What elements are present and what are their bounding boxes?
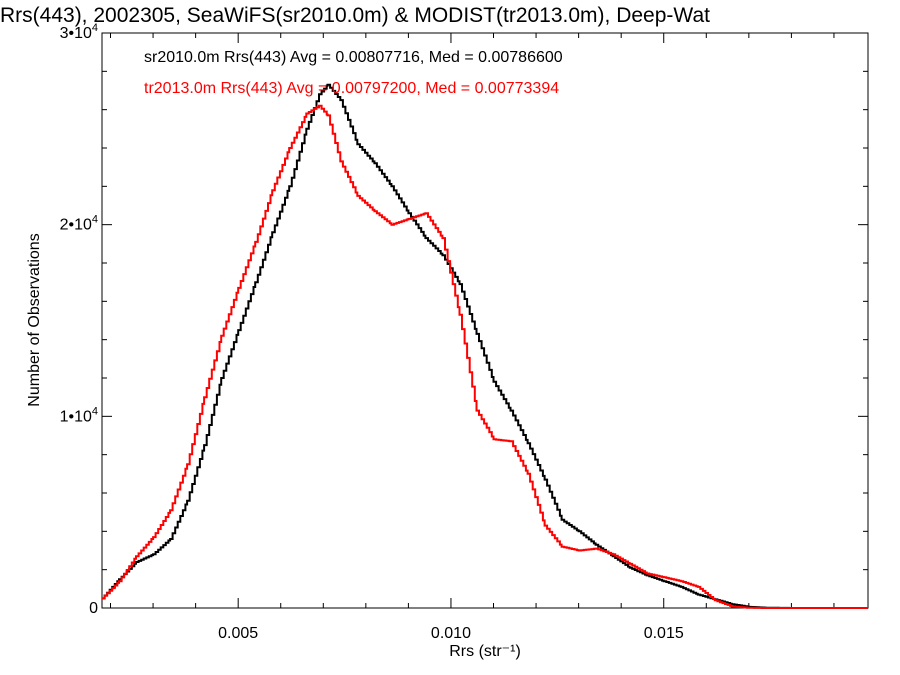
annotation-series-1: sr2010.0m Rrs(443) Avg = 0.00807716, Med… (144, 49, 563, 66)
series-line-tr2013.0m (102, 104, 868, 609)
plot-border (101, 32, 869, 609)
x-tick-label: 0.010 (431, 625, 471, 642)
y-tick-label: 0 (89, 600, 98, 617)
series-line-sr2010.0m (102, 83, 868, 609)
chart-title: Rrs(443), 2002305, SeaWiFS(sr2010.0m) & … (0, 4, 710, 27)
plot-frame (101, 32, 869, 609)
y-tick-label: 3•104 (60, 22, 98, 42)
x-tick-label: 0.015 (644, 625, 684, 642)
y-axis: 0 1•104 2•104 3•104 (60, 22, 868, 617)
x-axis: 0.005 0.010 0.015 (110, 33, 835, 642)
y-tick-label: 2•104 (60, 214, 98, 234)
series-layer (102, 83, 868, 609)
y-axis-label: Number of Observations (26, 233, 43, 406)
x-tick-label: 0.005 (218, 625, 258, 642)
annotation-series-2: tr2013.0m Rrs(443) Avg = 0.00797200, Med… (144, 80, 559, 97)
y-tick-label: 1•104 (60, 405, 98, 425)
x-axis-label: Rrs (str⁻¹) (449, 643, 521, 660)
